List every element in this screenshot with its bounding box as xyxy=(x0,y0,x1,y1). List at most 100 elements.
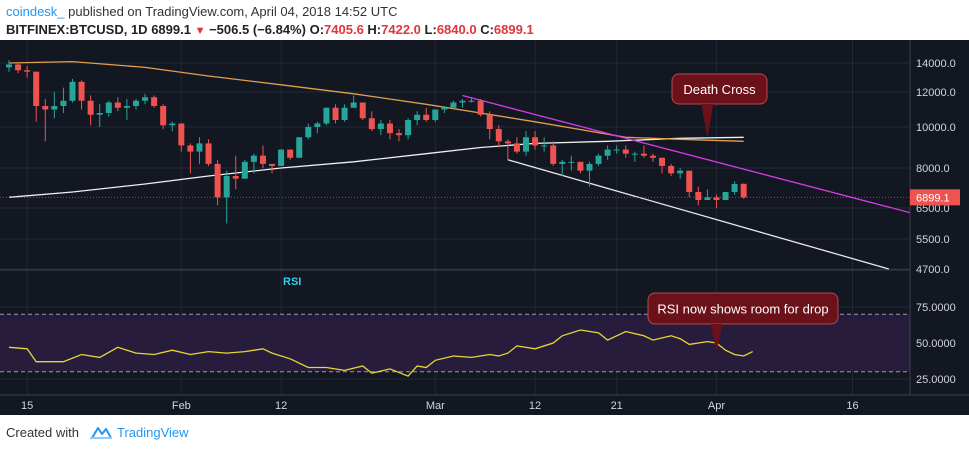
candle-body xyxy=(178,123,185,146)
candle-body xyxy=(386,123,393,134)
created-with-text: Created with xyxy=(6,425,79,440)
candle-body xyxy=(278,149,285,166)
candle-body xyxy=(631,153,638,155)
price-tick-label: 8000.0 xyxy=(916,163,950,175)
candle-body xyxy=(132,100,139,106)
rsi-line xyxy=(8,329,753,377)
price-tick-label: 6500.0 xyxy=(916,203,950,215)
symbol-label: BITFINEX:BTCUSD, 1D xyxy=(6,22,148,37)
candle-body xyxy=(649,155,656,158)
rsi-callout-text: RSI now shows room for drop xyxy=(657,302,828,317)
candle-body xyxy=(287,149,294,158)
candle-body xyxy=(24,70,31,72)
time-tick-label: 21 xyxy=(611,400,623,412)
candle-body xyxy=(160,106,167,126)
candle-body xyxy=(677,170,684,174)
candle-body xyxy=(205,143,212,164)
candle-body xyxy=(423,114,430,120)
candle-body xyxy=(223,176,230,198)
candle-body xyxy=(450,102,457,108)
time-tick-label: 15 xyxy=(21,400,33,412)
candle-body xyxy=(368,118,375,130)
candle-body xyxy=(568,161,575,163)
candle-body xyxy=(296,137,303,158)
candle-body xyxy=(559,161,566,164)
published-text: published on TradingView.com, April 04, … xyxy=(64,4,398,19)
candle-body xyxy=(522,137,529,152)
candle-body xyxy=(441,107,448,110)
candle-body xyxy=(541,145,548,147)
price-tick-label: 5500.0 xyxy=(916,234,950,246)
candle-body xyxy=(323,107,330,124)
candle-body xyxy=(595,155,602,164)
low-value: 6840.0 xyxy=(436,22,477,37)
publish-line: coindesk_ published on TradingView.com, … xyxy=(6,4,397,19)
candle-body xyxy=(269,163,276,166)
candle-body xyxy=(432,109,439,120)
candle-body xyxy=(350,102,357,108)
price-tick-label: 14000.0 xyxy=(916,58,956,70)
candle-body xyxy=(96,113,103,115)
candle-body xyxy=(151,97,158,106)
candle-body xyxy=(740,183,747,198)
candle-body xyxy=(513,143,520,152)
last-price-tag xyxy=(910,189,960,206)
price-layer xyxy=(0,60,917,270)
ma-short-line xyxy=(8,60,744,142)
publisher-link[interactable]: coindesk_ xyxy=(6,4,65,19)
high-label: H: xyxy=(367,22,382,37)
time-tick-label: 12 xyxy=(529,400,541,412)
rsi-title: RSI xyxy=(283,276,301,288)
candle-body xyxy=(577,161,584,171)
rsi-tick-label: 75.0000 xyxy=(916,302,956,314)
candle-body xyxy=(15,64,22,71)
candle-body xyxy=(332,107,339,120)
ma-long-line xyxy=(8,136,744,198)
candle-body xyxy=(241,161,248,179)
candle-body xyxy=(196,143,203,152)
open-value: 7405.6 xyxy=(324,22,364,37)
chart-canvas[interactable]: 14000.0 12000.0 10000.0 8000.0 6500.0 5500.0 4… xyxy=(0,40,969,415)
candle-body xyxy=(305,127,312,138)
candle-body xyxy=(142,97,149,101)
candle-body xyxy=(314,123,321,127)
candle-body xyxy=(42,106,49,110)
candle-body xyxy=(396,133,403,136)
time-tick-label: 12 xyxy=(275,400,287,412)
price-change: −506.5 (−6.84%) xyxy=(209,22,306,37)
candle-body xyxy=(377,123,384,130)
candle-body xyxy=(123,106,130,108)
magenta-trendline xyxy=(462,94,917,215)
axis-layer: 14000.0 12000.0 10000.0 8000.0 6500.0 5500.0 4… xyxy=(0,40,969,415)
price-axis-panel xyxy=(910,40,969,415)
candle-body xyxy=(495,129,502,142)
candle-body xyxy=(686,170,693,192)
death-cross-callout-text: Death Cross xyxy=(683,82,756,97)
candle-body xyxy=(341,107,348,120)
high-value: 7422.0 xyxy=(381,22,421,37)
rsi-callout-pointer xyxy=(710,324,723,352)
candle-body xyxy=(187,145,194,152)
candle-body xyxy=(532,137,539,146)
rsi-tick-label: 25.0000 xyxy=(916,374,956,386)
price-tick-label: 4700.0 xyxy=(916,264,950,276)
symbol-line: BITFINEX:BTCUSD, 1D 6899.1 ▼ −506.5 (−6.… xyxy=(6,22,534,37)
candle-body xyxy=(459,100,466,103)
candle-body xyxy=(259,155,266,164)
tradingview-link[interactable]: TradingView xyxy=(117,425,189,440)
time-tick-label: 16 xyxy=(846,400,858,412)
last-price: 6899.1 xyxy=(151,22,191,37)
rsi-tick-label: 50.0000 xyxy=(916,338,956,350)
candle-body xyxy=(250,155,257,162)
open-label: O: xyxy=(309,22,325,37)
candle-body xyxy=(695,192,702,200)
candle-body xyxy=(69,81,76,101)
candle-body xyxy=(468,100,475,102)
candle-body xyxy=(668,165,675,174)
rsi-callout: RSI now shows room for drop xyxy=(647,292,839,352)
price-tick-label: 12000.0 xyxy=(916,87,956,99)
price-tick-label: 10000.0 xyxy=(916,122,956,134)
close-value: 6899.1 xyxy=(493,22,534,37)
candle-body xyxy=(33,71,40,106)
candle-body xyxy=(51,106,58,110)
